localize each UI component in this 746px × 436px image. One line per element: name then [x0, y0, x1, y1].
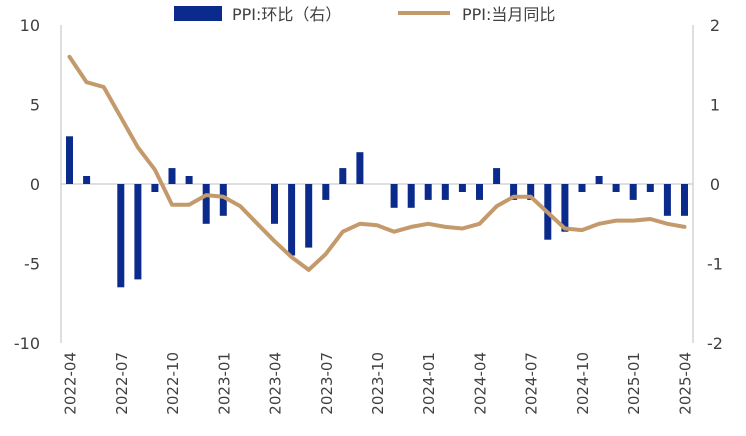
bar-2024-03	[458, 184, 466, 192]
legend: PPI:环比（右） PPI:当月同比	[174, 5, 555, 24]
legend-bar-label: PPI:环比（右）	[232, 5, 341, 24]
bar-2023-12	[407, 184, 415, 208]
bar-2022-04	[66, 136, 73, 184]
bar-2023-05	[288, 184, 296, 256]
axes	[60, 25, 694, 343]
bar-2022-05	[83, 176, 91, 184]
bar-2024-04	[476, 184, 483, 200]
x-tick-label: 2023-04	[267, 352, 285, 415]
x-tick-label: 2024-04	[472, 352, 490, 415]
left-tick-label: 5	[30, 96, 40, 115]
left-tick-label: -10	[14, 334, 40, 353]
x-tick-label: 2023-10	[369, 352, 387, 415]
bar-2022-10	[168, 168, 176, 184]
bar-2023-11	[390, 184, 398, 208]
x-tick-label: 2022-10	[164, 352, 182, 415]
bar-2023-08	[339, 168, 347, 184]
x-tick-label: 2023-07	[318, 352, 336, 415]
bar-2023-04	[271, 184, 278, 224]
bar-2024-07	[527, 184, 535, 200]
yoy-line	[67, 54, 687, 272]
left-tick-label: -5	[24, 255, 40, 274]
bar-2024-10	[578, 184, 586, 192]
x-tick-label: 2022-04	[62, 352, 80, 415]
x-tick-label: 2025-01	[625, 352, 643, 415]
bar-2025-02	[646, 184, 654, 192]
x-tick-label: 2024-01	[420, 352, 438, 415]
right-tick-label: -1	[707, 255, 723, 274]
left-tick-label: 0	[30, 175, 40, 194]
x-tick-label: 2023-01	[215, 352, 233, 415]
bar-2025-01	[629, 184, 637, 200]
bar-2024-11	[595, 176, 603, 184]
right-tick-label: -2	[707, 334, 723, 353]
x-tick-label: 2024-07	[523, 352, 541, 415]
legend-line-label: PPI:当月同比	[462, 5, 555, 24]
x-tick-label: 2022-07	[113, 352, 131, 415]
bar-2022-09	[151, 184, 159, 192]
bar-2025-03	[663, 184, 671, 216]
right-tick-label: 1	[710, 96, 720, 115]
line-series	[67, 54, 687, 272]
bar-2024-06	[510, 184, 518, 200]
bar-2022-12	[202, 184, 210, 224]
bar-2024-05	[493, 168, 501, 184]
bar-2023-09	[356, 152, 364, 184]
legend-bar-swatch	[174, 6, 222, 21]
right-tick-label: 0	[710, 175, 720, 194]
bar-2024-01	[424, 184, 432, 200]
left-tick-label: 10	[20, 16, 40, 35]
bar-2024-09	[561, 184, 569, 232]
bar-series	[66, 136, 688, 288]
bar-2024-12	[612, 184, 620, 192]
right-tick-label: 2	[710, 16, 720, 35]
right-axis-ticks: 2 1 0 -1 -2	[707, 16, 723, 353]
bar-2022-08	[134, 184, 142, 280]
bar-2024-02	[441, 184, 449, 200]
x-axis-ticks: 2022-04 2022-07 2022-10 2023-01 2023-04 2023-…	[62, 352, 695, 415]
x-tick-label: 2025-04	[677, 352, 695, 415]
x-tick-label: 2024-10	[574, 352, 592, 415]
bar-2023-07	[322, 184, 330, 200]
bar-2023-01	[219, 184, 227, 216]
bar-2022-11	[185, 176, 193, 184]
left-axis-ticks: 10 5 0 -5 -10	[14, 16, 40, 353]
bar-2022-07	[117, 184, 125, 288]
bar-2023-06	[305, 184, 313, 248]
bar-2025-04	[681, 184, 688, 216]
